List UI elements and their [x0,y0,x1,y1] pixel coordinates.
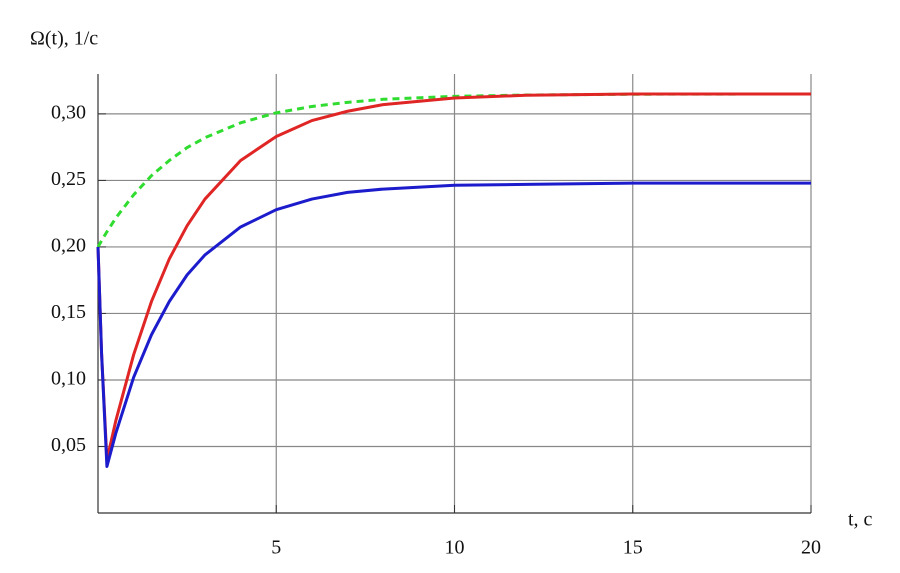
y-tick-label: 0,30 [51,102,86,124]
x-axis-label: t, c [848,509,873,531]
x-tick-label: 15 [623,537,643,559]
y-axis-label: Ω(t), 1/c [30,28,98,50]
y-tick-label: 0,10 [51,368,86,390]
x-tick-label: 10 [445,537,465,559]
series-line [96,92,811,462]
y-tick-label: 0,25 [51,168,86,190]
y-tick-label: 0,05 [51,434,86,456]
x-tick-label: 5 [271,537,281,559]
series-line [96,181,811,468]
y-tick-label: 0,20 [51,235,86,257]
x-tick-label: 20 [801,537,821,559]
y-tick-label: 0,15 [51,301,86,323]
